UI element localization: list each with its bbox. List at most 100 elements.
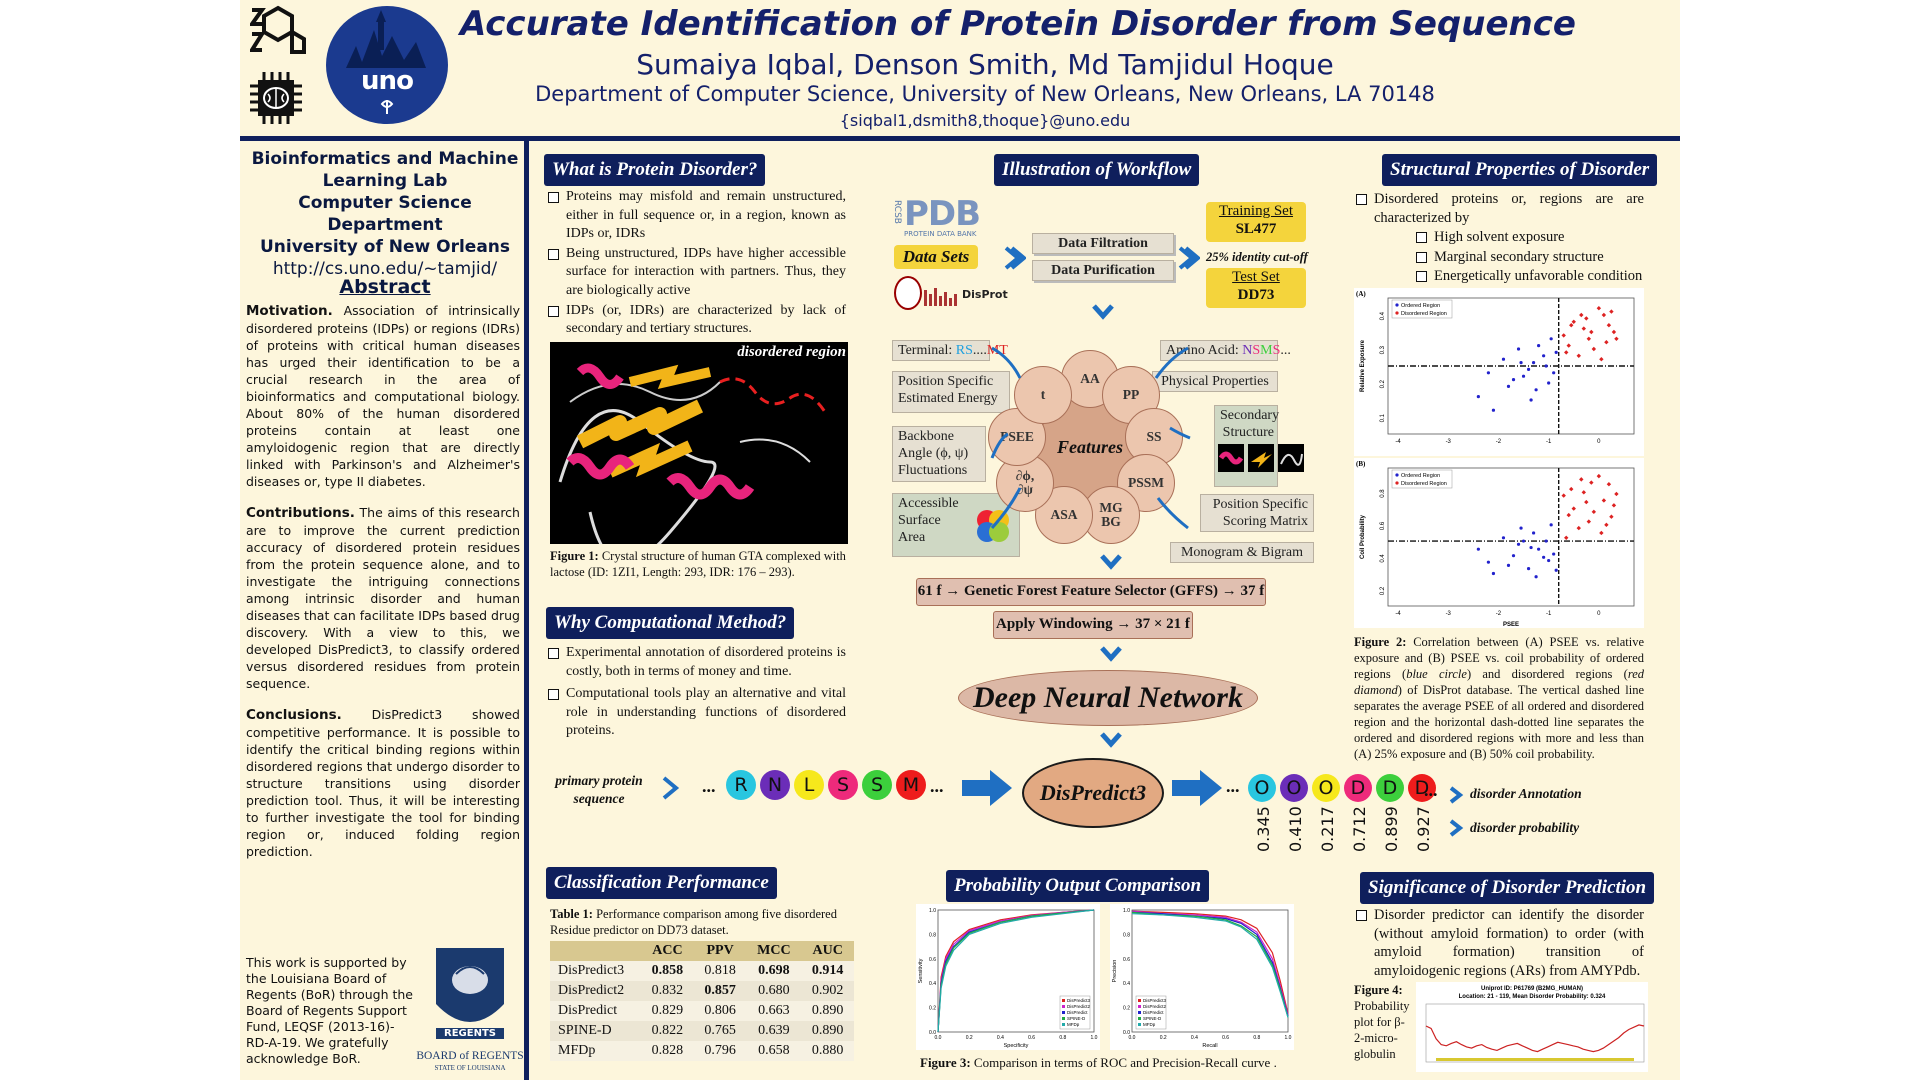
x-tick-label: -4 [1395, 611, 1401, 617]
ordered-point [1534, 575, 1538, 579]
y-tick-label: 0.4 [1380, 554, 1386, 563]
disprot-text: DisProt [962, 288, 1008, 301]
sequence-residue: N [760, 770, 790, 800]
legend-marker [1138, 999, 1141, 1002]
lab-url[interactable]: http://cs.uno.edu/~tamjid/ [272, 259, 498, 279]
test-set-value: DD73 [1237, 287, 1275, 303]
legend-marker [1062, 1017, 1065, 1020]
amino-m: M [1260, 343, 1273, 358]
plot-frame [937, 909, 1095, 1033]
y-tick-label: 0.8 [1380, 489, 1386, 498]
x-tick-label: -3 [1446, 439, 1452, 445]
x-tick-label: -2 [1496, 439, 1502, 445]
regents-name: BOARD of REGENTS [416, 1050, 524, 1062]
petal-mg: MG [1099, 500, 1123, 515]
test-set-box: Test Set DD73 [1206, 268, 1306, 308]
ordered-point [1476, 395, 1480, 399]
structural-item-1: High solvent exposure [1414, 228, 1644, 247]
disordered-point [1591, 346, 1597, 352]
pdb-caption: PROTEIN DATA BANK [904, 230, 977, 238]
disordered-point [1596, 306, 1602, 311]
disordered-region-label: disordered region [737, 344, 846, 360]
disordered-point [1581, 326, 1586, 331]
structural-intro: Disordered proteins or, regions are are … [1354, 190, 1644, 287]
workflow-section-title: Illustration of Workflow [994, 154, 1200, 186]
table-header-cell: ACC [641, 941, 694, 961]
petal-dpsi: ∂ψ [1017, 482, 1033, 497]
terminal-prefix: Terminal: [898, 343, 956, 358]
amino-acid-box: Amino Acid: NSMS... [1160, 340, 1291, 361]
feature-arrows-illustration [990, 346, 1191, 530]
table-cell: 0.806 [693, 1001, 747, 1021]
ordered-point [1491, 408, 1496, 412]
sequence-residue: S [862, 770, 892, 800]
regents-badge-text: REGENTS [436, 1028, 504, 1039]
training-set-label: Training Set [1218, 203, 1294, 219]
arrow-right-icon [962, 770, 1012, 806]
table-header-row: ACC PPV MCC AUC [550, 941, 854, 961]
y-tick-label: 0.2 [1380, 379, 1386, 388]
figure-4-line: Probability [1354, 999, 1410, 1013]
position-energy-line-2: Estimated Energy [898, 391, 998, 406]
x-tick-label: 0 [1597, 439, 1601, 445]
x-axis-label: Specificity [1004, 1043, 1029, 1049]
panel-label: (B) [1356, 460, 1366, 468]
y-tick-label: 0.6 [929, 957, 936, 963]
figure-3-text: Comparison in terms of ROC and Precision… [973, 1055, 1277, 1070]
petal-t: t [1014, 366, 1072, 424]
ordered-point [1526, 367, 1531, 371]
ordered-point [1511, 378, 1516, 382]
legend-label: DisPredict3 [1067, 998, 1091, 1003]
asa-line-1: Accessible [898, 496, 959, 511]
pdb-logo: RCSB PDB PROTEIN DATA BANK [892, 194, 1002, 238]
amino-s2: S [1272, 343, 1281, 358]
probability-line [1425, 1024, 1645, 1053]
legend-marker [1062, 1023, 1065, 1026]
disordered-point [1604, 340, 1609, 345]
x-tick-label: 0.2 [966, 1035, 973, 1041]
lab-line-4: University of New Orleans [259, 237, 511, 257]
x-tick-label: 0.6 [1222, 1035, 1229, 1041]
legend-label: Ordered Region [1401, 473, 1440, 479]
y-tick-label: 0.6 [1380, 521, 1386, 530]
monogram-bigram-box: Monogram & Bigram [1170, 542, 1314, 563]
output-dots-left: ... [1226, 776, 1240, 796]
motivation-label: Motivation. [246, 303, 333, 319]
protein-structure-image: disordered region [550, 342, 848, 544]
header-rule [240, 136, 1680, 141]
table-row: DisPredict2 0.832 0.857 0.680 0.902 [550, 981, 854, 1001]
poster: uno Accurate Identification of Protein D… [240, 0, 1680, 1080]
x-tick-label: 1.0 [1091, 1035, 1098, 1041]
x-tick-label: 0.0 [935, 1035, 942, 1041]
table-cell: DisPredict2 [550, 981, 642, 1001]
table-cell: 0.858 [641, 961, 694, 981]
dispredict3-model: DisPredict3 [1022, 758, 1164, 828]
legend-label: DisPredict2 [1143, 1004, 1167, 1009]
table-cell: 0.765 [693, 1021, 747, 1041]
figure-1-text: Crystal structure of human GTA complexed… [550, 549, 846, 579]
table-cell: 0.857 [693, 981, 747, 1001]
poster-email: {siqbal1,dsmith8,thoque}@uno.edu [839, 111, 1131, 130]
legend-marker [1395, 481, 1399, 485]
y-tick-label: 0.1 [1380, 413, 1386, 422]
uno-logo: uno [326, 6, 448, 124]
x-tick-label: 0.2 [1160, 1035, 1167, 1041]
table-header-cell: PPV [693, 941, 747, 961]
primary-line-2: sequence [573, 791, 625, 806]
disordered-point [1586, 519, 1592, 524]
disordered-point [1576, 525, 1581, 531]
y-tick-label: 0.8 [929, 932, 936, 938]
x-tick-label: -1 [1546, 439, 1552, 445]
arrow-right-icon [1172, 770, 1222, 806]
amino-dots: ... [1280, 343, 1291, 358]
y-tick-label: 1.0 [1123, 908, 1130, 914]
conclusions-label: Conclusions. [246, 707, 342, 723]
petal-dphi-1: ∂ϕ, [1015, 468, 1035, 483]
windowing-box: Apply Windowing → 37 × 21 f [993, 611, 1193, 639]
accessible-surface-box: Accessible Surface Area [892, 493, 1020, 557]
x-axis-label: PSEE [1503, 622, 1519, 628]
chevron-right-icon [662, 776, 680, 800]
y-tick-label: 0.4 [1380, 311, 1386, 320]
disordered-point [1599, 357, 1604, 362]
legend-label: SPINE-D [1143, 1016, 1162, 1021]
